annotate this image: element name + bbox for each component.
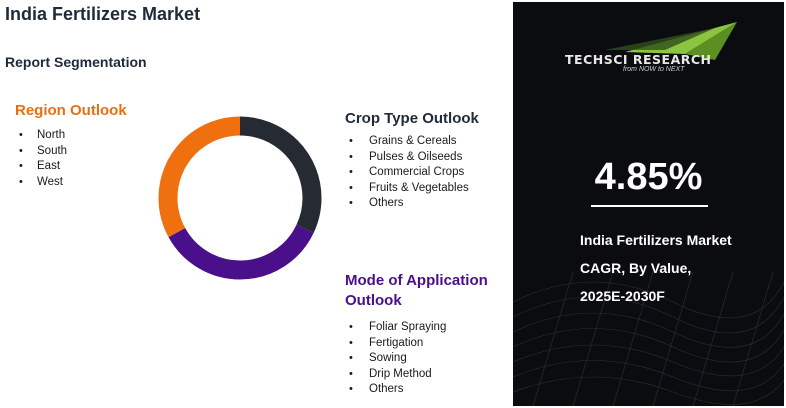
cagr-panel: TECHSCI RESEARCH from NOW to NEXT 4.85% …: [513, 2, 784, 406]
brand-name: TECHSCI RESEARCH: [565, 52, 712, 67]
cagr-line-2: CAGR, By Value,: [580, 260, 692, 276]
brand-tagline: from NOW to NEXT: [623, 66, 685, 73]
page-subtitle: Report Segmentation: [5, 54, 147, 70]
list-item: Others: [345, 382, 515, 398]
list-item: Grains & Cereals: [345, 134, 479, 150]
segmentation-donut: [158, 116, 322, 280]
region-outlook-section: Region Outlook North South East West: [15, 102, 127, 190]
list-item: Commercial Crops: [345, 165, 479, 181]
cagr-value: 4.85%: [594, 156, 703, 198]
list-item: Fertigation: [345, 336, 515, 352]
region-outlook-list: North South East West: [15, 128, 127, 190]
list-item: North: [15, 128, 127, 144]
list-item: Pulses & Oilseeds: [345, 150, 479, 166]
list-item: Drip Method: [345, 367, 515, 383]
list-item: Sowing: [345, 351, 515, 367]
donut-segment-3: [158, 116, 322, 280]
crop-type-outlook-list: Grains & Cereals Pulses & Oilseeds Comme…: [345, 134, 479, 212]
donut-segment-2: [158, 116, 322, 280]
mode-of-application-outlook-list: Foliar Spraying Fertigation Sowing Drip …: [345, 320, 515, 398]
background-mesh: [513, 271, 784, 406]
region-outlook-heading: Region Outlook: [15, 102, 127, 119]
list-item: Foliar Spraying: [345, 320, 515, 336]
divider: [591, 205, 708, 207]
cagr-description: India Fertilizers Market CAGR, By Value,…: [580, 226, 732, 310]
cagr-line-1: India Fertilizers Market: [580, 232, 732, 248]
list-item: Fruits & Vegetables: [345, 181, 479, 197]
mode-of-application-outlook-section: Mode of Application Outlook Foliar Spray…: [345, 271, 515, 398]
list-item: West: [15, 175, 127, 191]
crop-type-outlook-heading: Crop Type Outlook: [345, 110, 479, 127]
page-title: India Fertilizers Market: [5, 4, 201, 24]
list-item: South: [15, 144, 127, 160]
list-item: Others: [345, 196, 479, 212]
cagr-line-3: 2025E-2030F: [580, 288, 665, 304]
list-item: East: [15, 159, 127, 175]
crop-type-outlook-section: Crop Type Outlook Grains & Cereals Pulse…: [345, 110, 479, 212]
mode-of-application-outlook-heading: Mode of Application Outlook: [345, 272, 488, 309]
techsci-logo-icon: [605, 22, 737, 60]
